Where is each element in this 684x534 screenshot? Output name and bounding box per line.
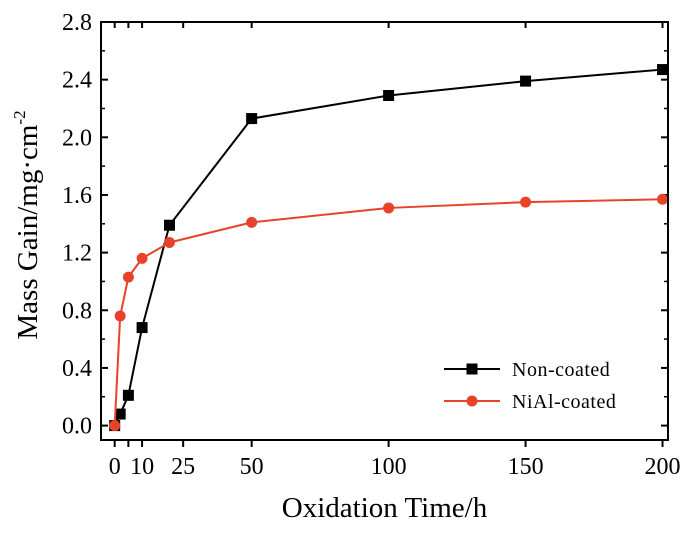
data-point — [114, 310, 126, 322]
y-tick-label: 2.8 — [62, 10, 92, 36]
y-axis-title-superscript: -2 — [10, 110, 29, 124]
data-point — [122, 389, 134, 401]
data-point — [136, 322, 148, 334]
legend-marker-non-coated — [466, 363, 478, 375]
ticks: 0.0 0.4 0.8 1.2 1.6 2.0 2.4 2.8 0 10 25 50 100 150 200 — [62, 10, 681, 480]
y-tick-label: 0.4 — [62, 356, 92, 382]
data-point — [163, 237, 175, 249]
data-point — [246, 113, 258, 125]
series-nial-coated — [109, 193, 669, 432]
y-tick-label: 2.4 — [62, 68, 92, 94]
x-tick-label: 200 — [645, 454, 681, 480]
legend-marker-nial-coated — [466, 395, 478, 407]
data-point — [520, 196, 532, 208]
y-tick-label: 1.6 — [62, 183, 92, 209]
y-axis-title-main: Mass Gain/mg·cm — [12, 124, 44, 339]
data-point — [109, 420, 121, 432]
data-point — [114, 408, 126, 420]
data-point — [246, 216, 258, 228]
data-point — [163, 219, 175, 231]
legend-item-non-coated: Non-coated — [444, 359, 610, 381]
x-tick-label: 10 — [130, 454, 154, 480]
series-layer — [109, 64, 669, 432]
x-tick-label: 50 — [240, 454, 264, 480]
data-point — [520, 75, 532, 87]
x-tick-label: 25 — [171, 454, 195, 480]
y-axis-title: Mass Gain/mg·cm-2 — [10, 110, 44, 339]
legend: Non-coated NiAl-coated — [444, 359, 616, 413]
y-tick-label: 0.0 — [62, 414, 92, 440]
y-tick-label: 2.0 — [62, 125, 92, 151]
data-point — [657, 64, 669, 76]
plot-area-frame — [100, 21, 669, 441]
x-tick-label: 150 — [508, 454, 544, 480]
x-tick-label: 0 — [109, 454, 121, 480]
legend-label-non-coated: Non-coated — [512, 359, 610, 381]
y-tick-label: 0.8 — [62, 298, 92, 324]
data-point — [657, 193, 669, 205]
data-point — [383, 202, 395, 214]
data-point — [383, 90, 395, 102]
legend-item-nial-coated: NiAl-coated — [444, 391, 616, 413]
legend-label-nial-coated: NiAl-coated — [512, 391, 616, 413]
x-axis-title: Oxidation Time/h — [282, 492, 488, 524]
data-point — [136, 252, 148, 264]
x-tick-label: 100 — [371, 454, 407, 480]
data-point — [122, 271, 134, 283]
y-tick-label: 1.2 — [62, 241, 92, 267]
